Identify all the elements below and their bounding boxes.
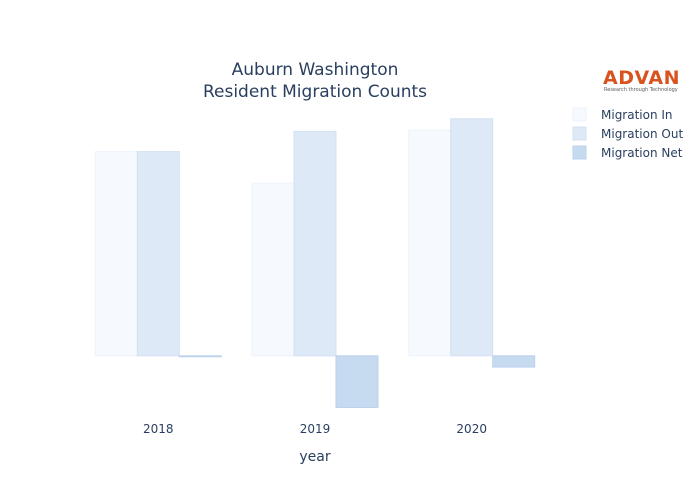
bar-migration-out-2019[interactable] <box>293 130 337 357</box>
logo-tagline: Research through Technology <box>604 87 678 93</box>
x-tick-label-2018: 2018 <box>143 422 174 436</box>
legend-item-migration-out[interactable]: Migration Out <box>572 126 683 141</box>
legend-swatch <box>572 126 587 141</box>
bar-migration-out-2020[interactable] <box>450 118 494 357</box>
legend-item-migration-in[interactable]: Migration In <box>572 107 673 122</box>
bar-migration-in-2019[interactable] <box>251 182 295 357</box>
bar-migration-net-2019[interactable] <box>335 355 379 408</box>
bar-migration-out-2018[interactable] <box>136 151 180 357</box>
bar-migration-net-2020[interactable] <box>492 355 536 368</box>
chart-title-line-1: Auburn Washington <box>232 60 399 80</box>
legend-label: Migration Net <box>601 146 683 160</box>
x-tick-label-2020: 2020 <box>456 422 487 436</box>
bars-group <box>94 118 536 408</box>
legend-swatch <box>572 107 587 122</box>
legend[interactable]: Migration In Migration Out Migration Net <box>572 107 683 160</box>
bar-migration-in-2018[interactable] <box>94 151 138 357</box>
x-tick-labels: 2018 2019 2020 <box>143 422 487 436</box>
legend-swatch <box>572 145 587 160</box>
bar-migration-net-2018[interactable] <box>178 355 222 358</box>
legend-label: Migration In <box>601 108 673 122</box>
x-axis-title: year <box>299 449 330 465</box>
bar-migration-in-2020[interactable] <box>408 129 452 357</box>
chart-title-line-2: Resident Migration Counts <box>203 82 427 102</box>
legend-label: Migration Out <box>601 127 683 141</box>
x-tick-label-2019: 2019 <box>300 422 331 436</box>
logo-name: ADVAN <box>603 67 680 89</box>
legend-item-migration-net[interactable]: Migration Net <box>572 145 683 160</box>
advan-logo: ADVAN Research through Technology <box>603 67 680 93</box>
